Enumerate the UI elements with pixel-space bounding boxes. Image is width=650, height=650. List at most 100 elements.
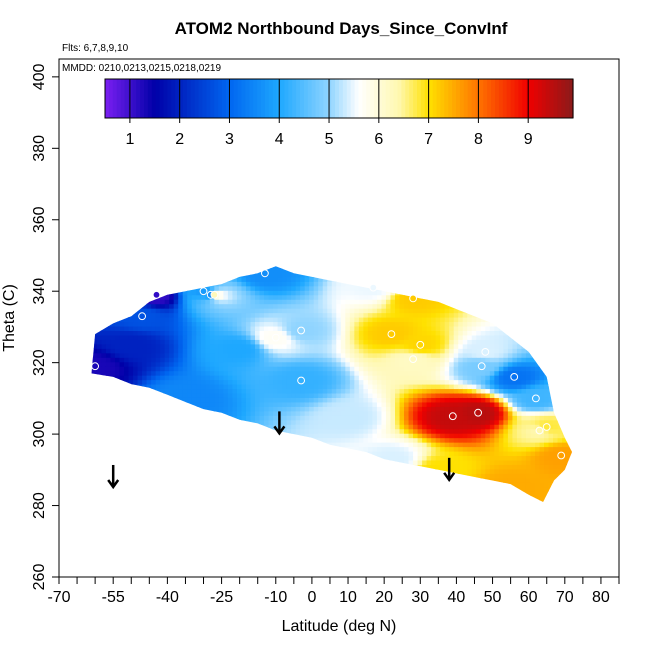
heatmap-cell	[309, 388, 315, 394]
heatmap-cell	[250, 401, 256, 407]
heatmap-cell	[128, 482, 134, 488]
heatmap-cell	[200, 294, 206, 300]
heatmap-cell	[178, 303, 184, 309]
heatmap-cell	[426, 401, 432, 407]
heatmap-cell	[268, 272, 274, 278]
heatmap-cell	[453, 393, 459, 398]
heatmap-cell	[331, 424, 337, 430]
heatmap-cell	[422, 294, 428, 300]
heatmap-cell	[146, 455, 152, 461]
heatmap-cell	[399, 442, 405, 448]
heatmap-cell	[462, 406, 468, 412]
heatmap-cell	[471, 379, 477, 385]
heatmap-cell	[255, 455, 261, 461]
heatmap-cell	[214, 281, 220, 287]
heatmap-cell	[155, 500, 161, 502]
heatmap-cell	[124, 500, 130, 502]
heatmap-cell	[282, 415, 288, 421]
heatmap-cell	[358, 437, 364, 443]
heatmap-cell	[223, 388, 229, 394]
heatmap-cell	[435, 384, 441, 390]
heatmap-cell	[92, 370, 98, 376]
heatmap-cell	[399, 406, 405, 412]
heatmap-cell	[458, 455, 464, 461]
heatmap-cell	[196, 393, 202, 398]
heatmap-cell	[245, 285, 251, 291]
heatmap-cell	[300, 486, 306, 492]
heatmap-cell	[178, 348, 184, 354]
heatmap-cell	[349, 272, 355, 278]
heatmap-cell	[96, 294, 102, 300]
heatmap-cell	[187, 303, 193, 309]
heatmap-cell	[92, 477, 98, 483]
heatmap-cell	[124, 259, 129, 264]
heatmap-cell	[160, 303, 166, 309]
heatmap-cell	[264, 468, 270, 474]
heatmap-cell	[345, 317, 351, 323]
heatmap-cell	[268, 303, 274, 309]
heatmap-cell	[142, 379, 148, 385]
heatmap-cell	[105, 388, 111, 394]
heatmap-cell	[327, 468, 333, 474]
heatmap-cell	[345, 460, 351, 465]
heatmap-cell	[395, 401, 401, 407]
heatmap-cell	[286, 446, 292, 452]
heatmap-cell	[218, 468, 224, 474]
heatmap-cell	[164, 330, 170, 336]
heatmap-cell	[182, 334, 188, 340]
heatmap-cell	[115, 321, 121, 327]
heatmap-cell	[431, 446, 437, 452]
heatmap-cell	[467, 424, 473, 430]
heatmap-cell	[110, 299, 116, 305]
heatmap-cell	[187, 334, 193, 340]
heatmap-cell	[160, 366, 166, 372]
heatmap-cell	[426, 477, 432, 483]
heatmap-cell	[250, 266, 256, 269]
heatmap-cell	[318, 428, 324, 434]
heatmap-cell	[413, 460, 419, 465]
heatmap-cell	[196, 326, 202, 332]
heatmap-cell	[462, 339, 468, 345]
heatmap-cell	[137, 415, 143, 421]
heatmap-cell	[440, 437, 446, 443]
heatmap-cell	[133, 393, 139, 398]
heatmap-cell	[128, 303, 134, 309]
heatmap-cell	[119, 379, 125, 385]
heatmap-cell	[151, 406, 157, 412]
heatmap-cell	[105, 290, 111, 296]
heatmap-cell	[214, 321, 220, 327]
heatmap-cell	[313, 290, 319, 296]
heatmap-cell	[381, 317, 387, 323]
heatmap-cell	[286, 317, 292, 323]
heatmap-cell	[363, 428, 369, 434]
heatmap-cell	[417, 276, 423, 282]
heatmap-cell	[462, 428, 468, 434]
heatmap-cell	[241, 266, 247, 269]
heatmap-cell	[318, 419, 324, 425]
heatmap-cell	[395, 500, 401, 502]
heatmap-cell	[453, 379, 459, 385]
heatmap-cell	[214, 361, 220, 367]
heatmap-cell	[417, 326, 423, 332]
heatmap-cell	[178, 321, 184, 327]
heatmap-cell	[358, 379, 364, 385]
heatmap-cell	[178, 299, 184, 305]
heatmap-cell	[255, 384, 261, 390]
heatmap-cell	[336, 339, 342, 345]
heatmap-cell	[358, 276, 364, 282]
heatmap-cell	[444, 317, 450, 323]
heatmap-cell	[354, 482, 360, 488]
colorbar-segment	[105, 79, 110, 118]
heatmap-cell	[422, 321, 428, 327]
heatmap-cell	[115, 294, 121, 300]
heatmap-cell	[331, 334, 337, 340]
heatmap-cell	[404, 455, 410, 461]
heatmap-cell	[214, 500, 220, 502]
heatmap-cell	[101, 299, 107, 305]
heatmap-cell	[187, 361, 193, 367]
heatmap-cell	[286, 410, 292, 416]
heatmap-cell	[313, 401, 319, 407]
heatmap-cell	[295, 384, 301, 390]
heatmap-cell	[91, 473, 93, 479]
heatmap-cell	[115, 317, 121, 323]
